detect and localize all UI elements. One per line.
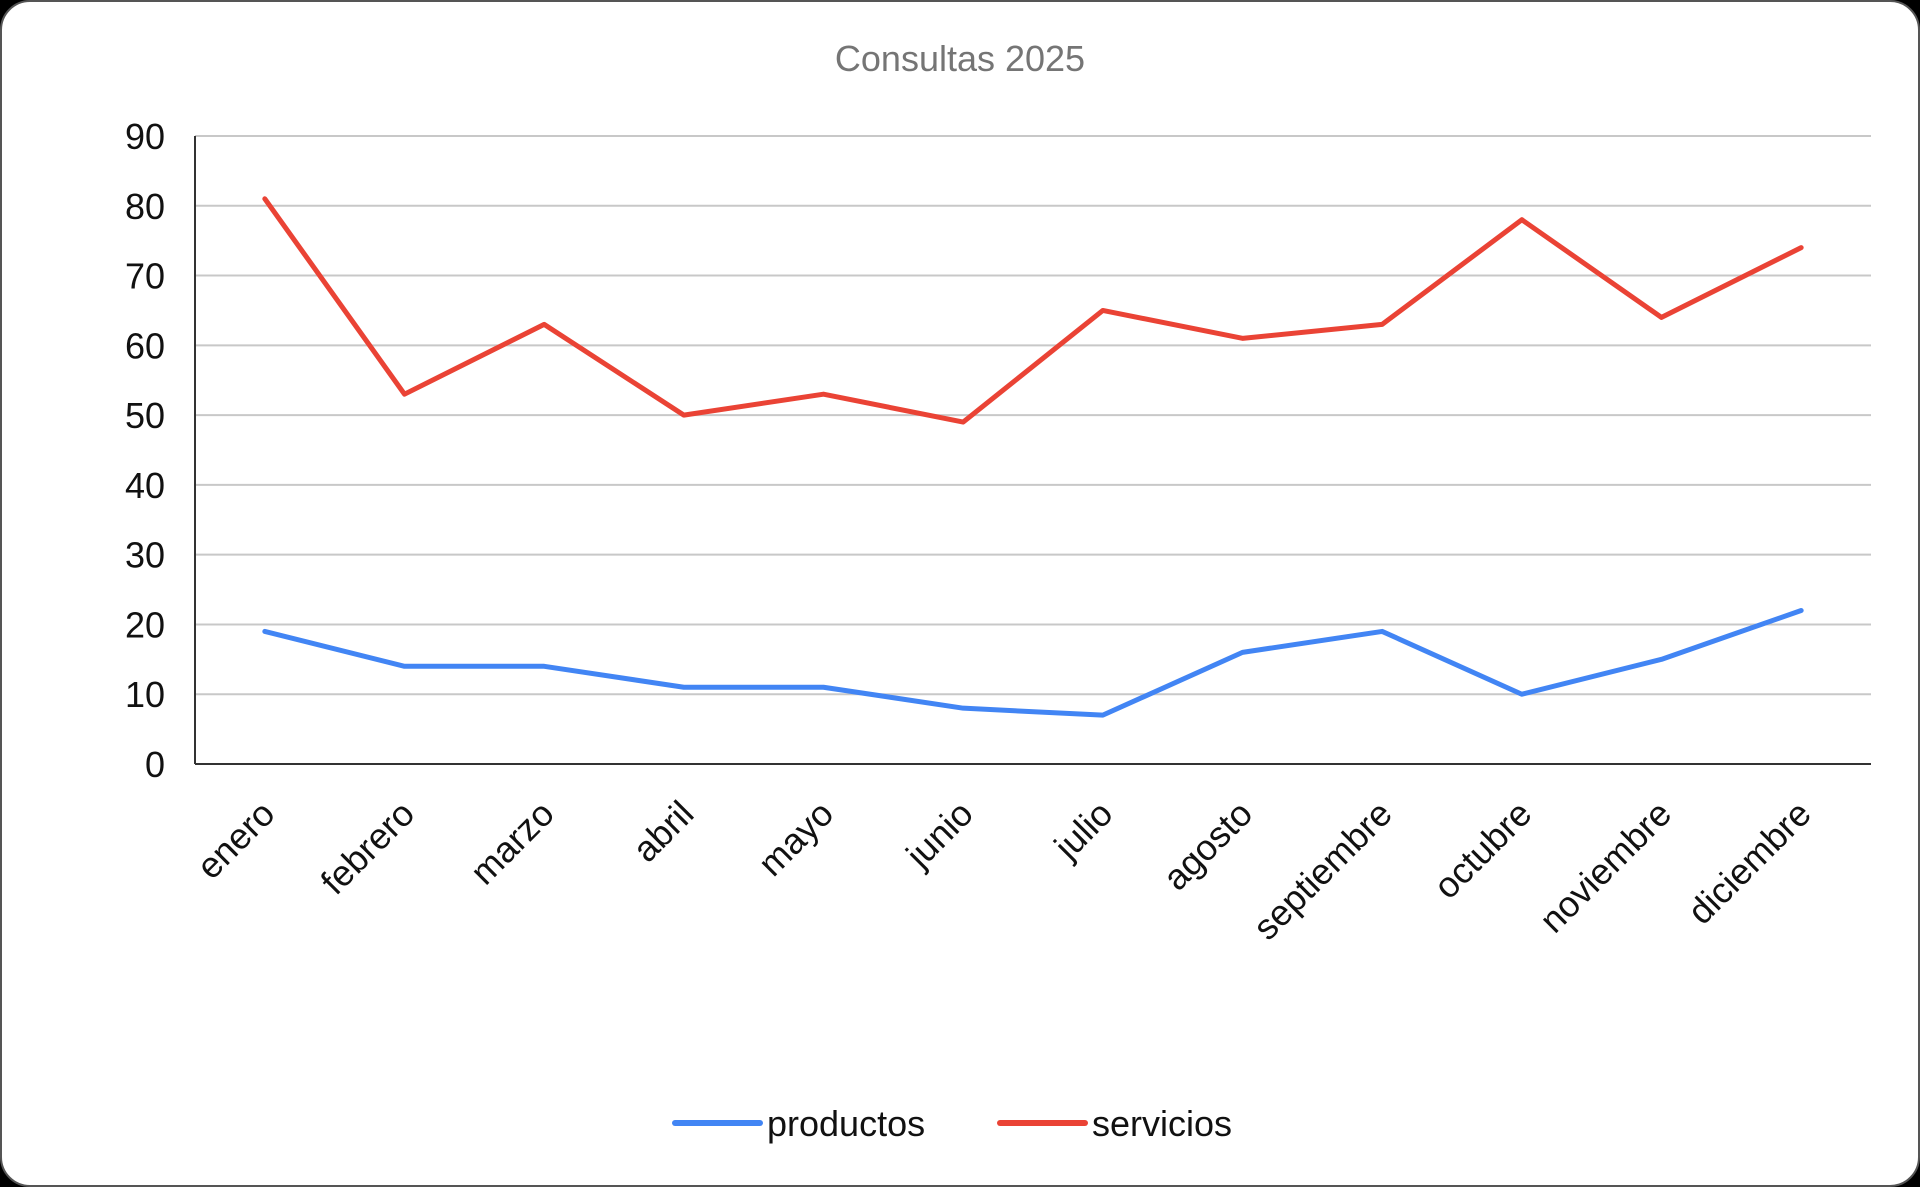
y-tick-label: 0 [145, 744, 165, 785]
x-tick-label: septiembre [1245, 793, 1400, 948]
x-tick-label: octubre [1426, 793, 1540, 907]
y-tick-label: 40 [125, 465, 165, 506]
y-tick-label: 90 [125, 116, 165, 157]
series-lines [262, 196, 1804, 718]
series-line-productos [262, 607, 1804, 718]
y-tick-label: 20 [125, 604, 165, 645]
x-tick-label: enero [188, 793, 282, 887]
y-tick-label: 50 [125, 395, 165, 436]
y-tick-label: 60 [125, 325, 165, 366]
x-tick-label: julio [1046, 793, 1121, 868]
x-tick-label: abril [624, 793, 701, 870]
x-tick-label: noviembre [1531, 793, 1679, 941]
x-axis-ticks: enero febrero marzo abril mayo junio julio agos… [188, 793, 1818, 948]
legend-label: servicios [1092, 1103, 1232, 1144]
chart-title: Consultas 2025 [835, 38, 1085, 79]
x-tick-label: diciembre [1679, 793, 1818, 932]
legend-label: productos [767, 1103, 925, 1144]
x-tick-label: agosto [1155, 793, 1260, 898]
series-line-servicios [262, 196, 1804, 425]
y-tick-label: 70 [125, 256, 165, 297]
axes [194, 136, 1871, 765]
y-tick-label: 30 [125, 535, 165, 576]
x-tick-label: febrero [313, 793, 423, 903]
y-tick-label: 80 [125, 186, 165, 227]
x-tick-label: mayo [750, 793, 841, 884]
x-tick-label: marzo [462, 793, 562, 893]
y-axis-ticks: 0 10 20 30 40 50 60 70 80 90 [125, 116, 165, 785]
legend: productos servicios [672, 1103, 1232, 1144]
x-tick-label: junio [897, 793, 980, 876]
gridlines [195, 135, 1871, 696]
y-tick-label: 10 [125, 674, 165, 715]
